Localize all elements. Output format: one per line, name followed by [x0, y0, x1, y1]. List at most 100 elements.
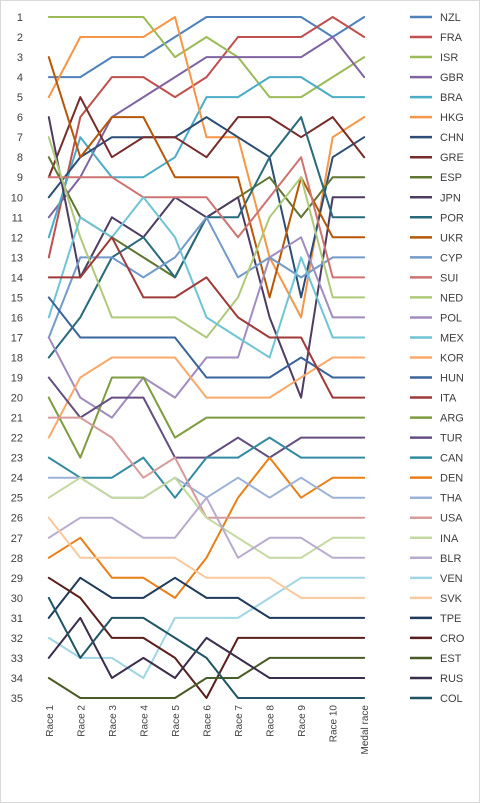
legend-item-ned: NED	[410, 292, 463, 304]
legend-item-ita: ITA	[410, 393, 457, 405]
y-tick-label: 23	[11, 453, 23, 465]
series-line-den	[47, 456, 366, 599]
legend-item-kor: KOR	[410, 353, 464, 365]
y-tick-label: 20	[11, 393, 23, 405]
legend-item-bra: BRA	[410, 92, 463, 104]
y-tick-label: 19	[11, 373, 23, 385]
legend-label: RUS	[440, 673, 463, 685]
legend-item-sui: SUI	[410, 272, 458, 284]
series-line-pol	[47, 236, 366, 419]
y-tick-label: 5	[17, 92, 23, 104]
legend-item-ukr: UKR	[410, 232, 463, 244]
legend-item-gre: GRE	[410, 152, 464, 164]
legend-label: BLR	[440, 553, 461, 565]
legend-label: NZL	[440, 12, 461, 24]
series-line-svk	[47, 516, 366, 599]
legend-label: EST	[440, 653, 462, 665]
series-line-can	[47, 436, 366, 499]
legend-label: POR	[440, 212, 464, 224]
y-axis: 1234567891011121314151617181920212223242…	[11, 12, 23, 705]
x-tick-label: Race 4	[139, 705, 150, 737]
legend-item-usa: USA	[410, 513, 463, 525]
y-tick-label: 30	[11, 593, 23, 605]
y-tick-label: 6	[17, 112, 23, 124]
y-tick-label: 15	[11, 292, 23, 304]
series-line-bra	[47, 76, 366, 239]
legend-label: INA	[440, 533, 459, 545]
y-tick-label: 32	[11, 633, 23, 645]
x-tick-label: Race 3	[108, 705, 119, 737]
legend-label: ISR	[440, 52, 458, 64]
legend-item-isr: ISR	[410, 52, 458, 64]
legend: NZL FRA ISR GBR BRA HKG CHN GRE ESP JPN POR UKR CYP S…	[410, 12, 465, 705]
legend-label: ARG	[440, 413, 464, 425]
series-line-cro	[47, 576, 366, 699]
x-axis: Race 1 Race 2 Race 3 Race 4 Race 5 Race 6 Race…	[45, 705, 371, 755]
y-tick-label: 12	[11, 232, 23, 244]
legend-label: CAN	[440, 453, 463, 465]
legend-label: CRO	[440, 633, 465, 645]
x-tick-label: Race 6	[203, 705, 214, 737]
legend-label: CYP	[440, 252, 463, 264]
x-tick-label: Race 10	[329, 705, 340, 743]
y-tick-label: 29	[11, 573, 23, 585]
y-tick-label: 27	[11, 533, 23, 545]
legend-item-cro: CRO	[410, 633, 465, 645]
series-line-isr	[47, 16, 366, 99]
series-line-kor	[47, 356, 366, 439]
y-tick-label: 28	[11, 553, 23, 565]
legend-item-den: DEN	[410, 473, 463, 485]
legend-label: HKG	[440, 112, 464, 124]
series-line-ned	[47, 136, 366, 339]
series-line-cyp	[47, 216, 366, 339]
legend-item-blr: BLR	[410, 553, 461, 565]
legend-label: GRE	[440, 152, 464, 164]
x-tick-label: Race 7	[234, 705, 245, 737]
y-tick-label: 4	[17, 72, 23, 84]
legend-item-est: EST	[410, 653, 462, 665]
series-line-nzl	[47, 16, 366, 79]
y-tick-label: 21	[11, 413, 23, 425]
legend-item-nzl: NZL	[410, 12, 461, 24]
legend-label: VEN	[440, 573, 463, 585]
legend-label: POL	[440, 312, 462, 324]
legend-item-svk: SVK	[410, 593, 463, 605]
legend-label: USA	[440, 513, 463, 525]
legend-item-ina: INA	[410, 533, 459, 545]
y-tick-label: 1	[17, 12, 23, 24]
y-tick-label: 25	[11, 493, 23, 505]
legend-item-jpn: JPN	[410, 192, 461, 204]
legend-label: COL	[440, 693, 463, 705]
series-line-blr	[47, 496, 366, 559]
legend-label: FRA	[440, 32, 463, 44]
x-tick-label: Race 2	[76, 705, 87, 737]
series-line-hun	[47, 296, 366, 379]
legend-label: NED	[440, 292, 463, 304]
legend-item-can: CAN	[410, 453, 463, 465]
legend-item-fra: FRA	[410, 32, 463, 44]
y-tick-label: 22	[11, 433, 23, 445]
series-line-ina	[47, 476, 366, 559]
series-line-rus	[47, 616, 366, 679]
legend-item-mex: MEX	[410, 332, 465, 344]
y-tick-label: 34	[11, 673, 23, 685]
series-line-hkg	[47, 16, 366, 319]
series-line-arg	[47, 376, 366, 459]
legend-item-tha: THA	[410, 493, 463, 505]
legend-label: TUR	[440, 433, 463, 445]
legend-item-col: COL	[410, 693, 463, 705]
legend-label: SVK	[440, 593, 463, 605]
x-tick-label: Medal race	[360, 705, 371, 755]
legend-label: THA	[440, 493, 463, 505]
legend-label: SUI	[440, 272, 458, 284]
y-tick-label: 14	[11, 272, 23, 284]
series-line-col	[47, 596, 366, 699]
legend-label: GBR	[440, 72, 464, 84]
x-tick-label: Race 5	[171, 705, 182, 737]
series-line-tpe	[47, 576, 366, 619]
y-tick-label: 2	[17, 32, 23, 44]
series-line-mex	[47, 196, 366, 359]
